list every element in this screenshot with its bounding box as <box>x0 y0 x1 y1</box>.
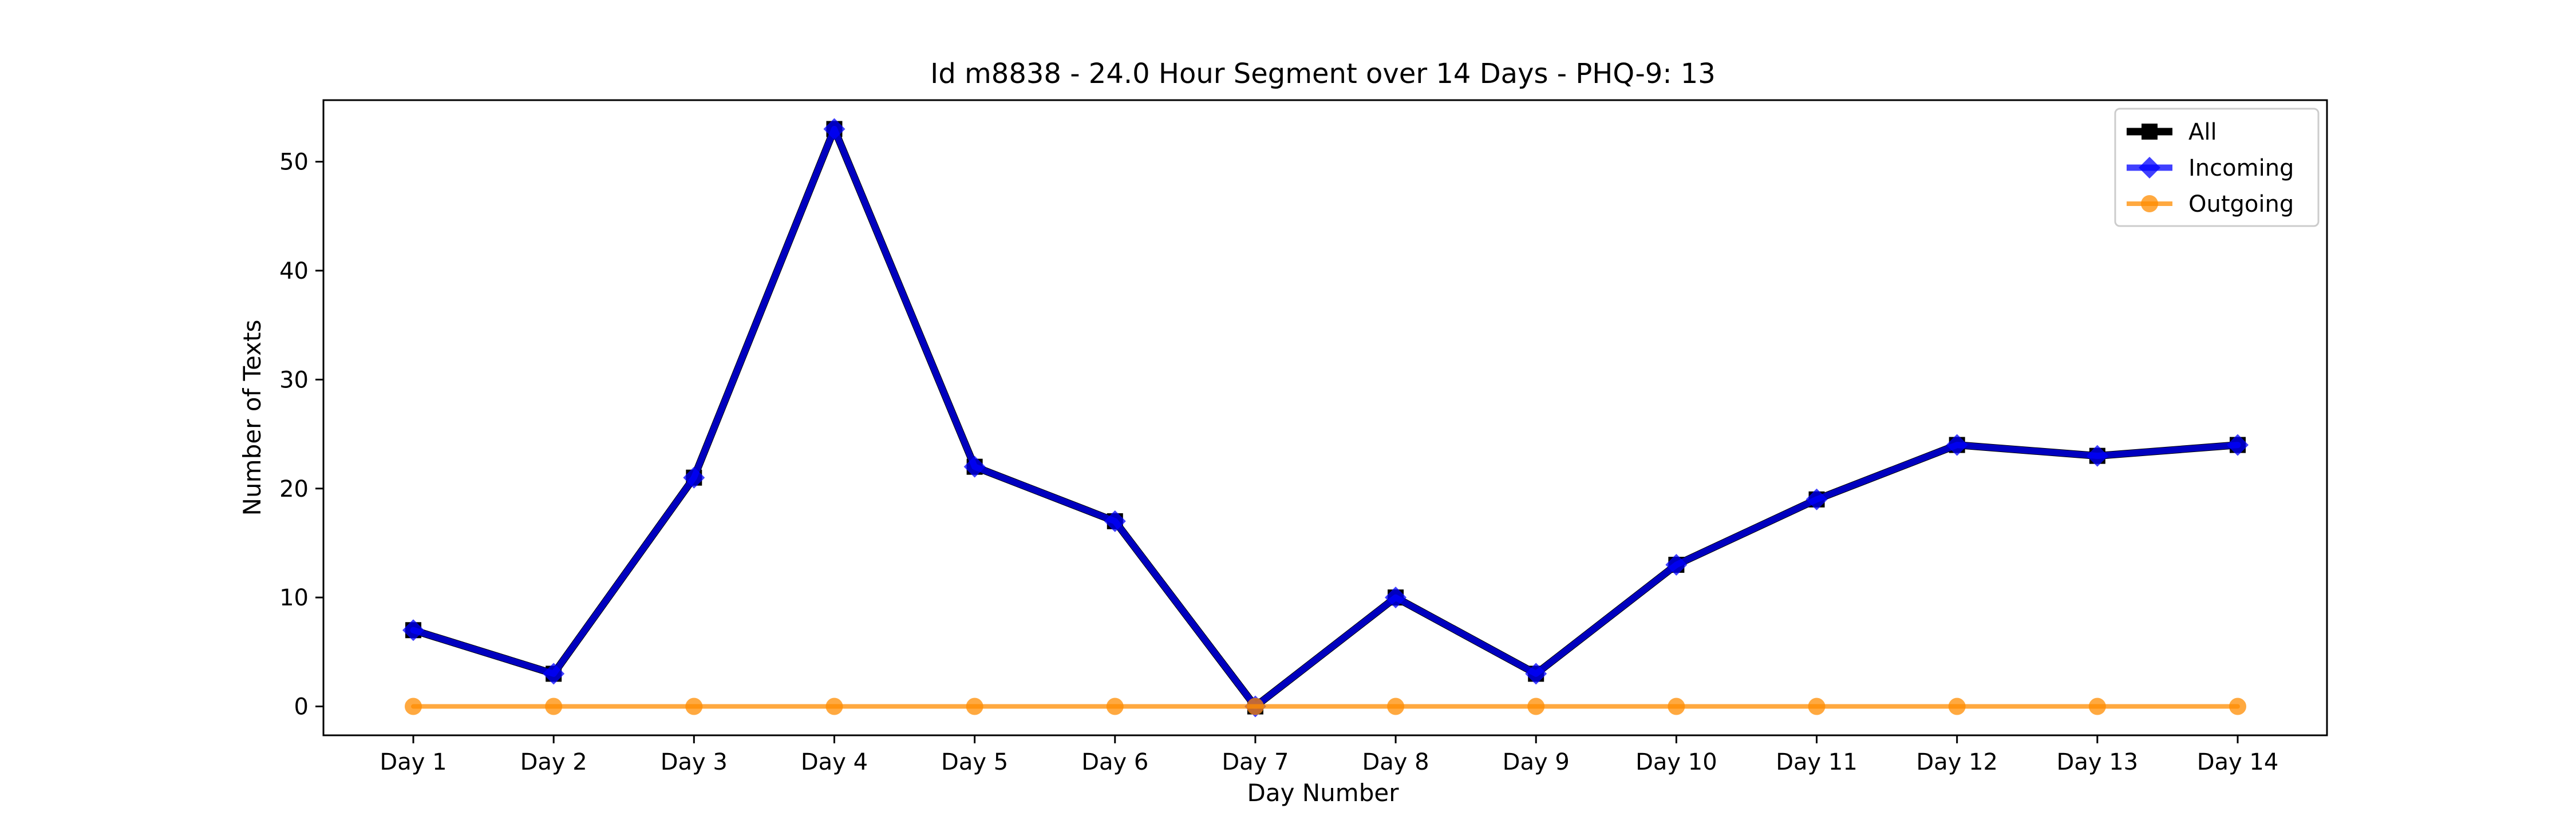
x-tick-label: Day 12 <box>1916 749 1998 775</box>
data-point-incoming <box>1525 663 1547 685</box>
data-point-incoming <box>543 663 565 685</box>
x-tick-label: Day 11 <box>1776 749 1858 775</box>
data-point-outgoing <box>1246 698 1264 715</box>
x-tick-label: Day 8 <box>1362 749 1429 775</box>
data-point-outgoing <box>1668 698 1685 715</box>
x-axis-label: Day Number <box>1247 779 1399 807</box>
x-axis: Day 1 Day 2 Day 3 Day 4 Day 5 Day 6 Day 7 Day 8… <box>380 735 2278 775</box>
legend-marker-incoming <box>2139 157 2160 179</box>
x-tick-label: Day 5 <box>941 749 1008 775</box>
legend-item-incoming: Incoming <box>2127 155 2294 181</box>
data-point-incoming <box>1805 488 1828 510</box>
x-tick-label: Day 7 <box>1222 749 1289 775</box>
data-point-incoming <box>1665 554 1688 576</box>
y-tick-label: 40 <box>279 258 309 284</box>
data-point-outgoing <box>545 698 563 715</box>
data-point-outgoing <box>2088 698 2106 715</box>
x-tick-label: Day 1 <box>380 749 447 775</box>
data-point-outgoing <box>1106 698 1124 715</box>
legend-marker-outgoing <box>2141 195 2158 212</box>
y-tick-label: 20 <box>279 476 309 502</box>
legend-label-incoming: Incoming <box>2188 155 2294 181</box>
x-tick-label: Day 14 <box>2197 749 2279 775</box>
data-point-incoming <box>2086 445 2108 467</box>
legend-label-outgoing: Outgoing <box>2188 191 2294 217</box>
legend-item-all: All <box>2127 119 2217 145</box>
plot-area <box>322 99 2328 736</box>
data-point-outgoing <box>685 698 703 715</box>
series-layer <box>402 118 2249 718</box>
data-point-outgoing <box>1527 698 1545 715</box>
legend-item-outgoing: Outgoing <box>2127 191 2294 217</box>
x-tick-label: Day 3 <box>661 749 728 775</box>
data-point-outgoing <box>405 698 422 715</box>
legend: All Incoming Outgoing <box>2114 108 2320 227</box>
y-axis-label: Number of Texts <box>238 320 266 516</box>
legend-marker-all <box>2142 124 2158 140</box>
y-axis: 0 10 20 30 40 50 <box>279 149 323 720</box>
legend-box <box>2114 108 2320 227</box>
series-all <box>405 121 2246 715</box>
data-point-incoming <box>683 466 705 489</box>
y-tick-label: 0 <box>294 694 309 720</box>
data-point-incoming <box>823 118 846 140</box>
data-point-incoming <box>2227 434 2249 456</box>
data-point-outgoing <box>825 698 843 715</box>
chart-title: Id m8838 - 24.0 Hour Segment over 14 Day… <box>930 58 1716 90</box>
data-point-outgoing <box>1948 698 1966 715</box>
series-line-incoming <box>410 125 2241 710</box>
legend-label-all: All <box>2188 119 2217 145</box>
x-tick-label: Day 6 <box>1081 749 1148 775</box>
data-point-incoming <box>963 455 986 478</box>
data-point-outgoing <box>1808 698 1826 715</box>
x-tick-label: Day 9 <box>1503 749 1570 775</box>
series-incoming <box>402 118 2249 718</box>
x-tick-label: Day 2 <box>520 749 587 775</box>
data-point-outgoing <box>966 698 983 715</box>
x-tick-label: Day 4 <box>801 749 868 775</box>
data-point-outgoing <box>2229 698 2246 715</box>
data-point-incoming <box>402 619 424 641</box>
y-tick-label: 50 <box>279 149 309 176</box>
y-tick-label: 10 <box>279 585 309 611</box>
x-tick-label: Day 13 <box>2057 749 2139 775</box>
series-line-all <box>409 125 2242 711</box>
data-point-incoming <box>1385 587 1407 609</box>
y-tick-label: 30 <box>279 367 309 393</box>
data-point-incoming <box>1104 510 1126 532</box>
data-point-incoming <box>1946 434 1968 456</box>
series-outgoing <box>405 698 2246 715</box>
x-tick-label: Day 10 <box>1635 749 1717 775</box>
data-point-outgoing <box>1387 698 1405 715</box>
